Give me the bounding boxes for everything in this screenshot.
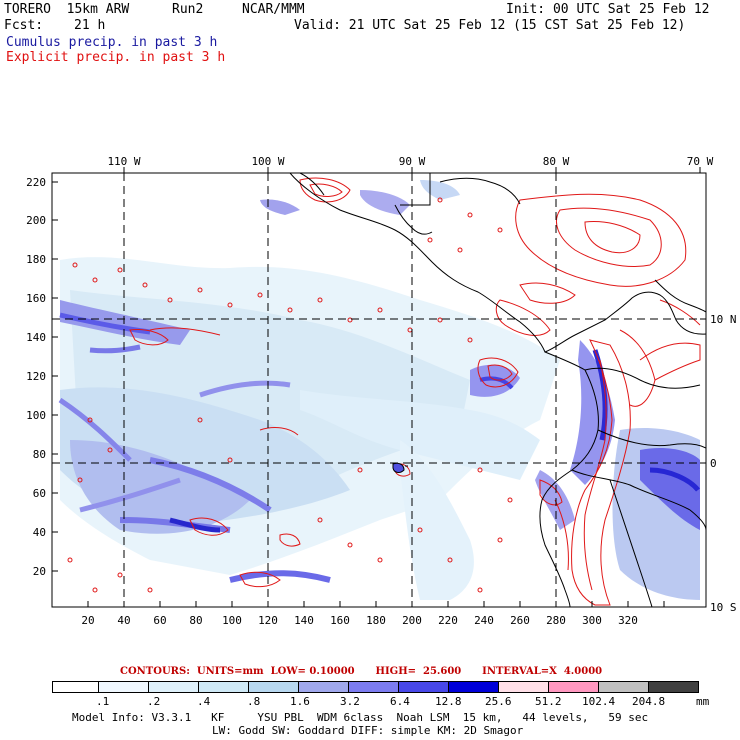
cumulus-precip-label: Cumulus precip. in past 3 h: [6, 35, 218, 50]
legend-label-2: .4: [197, 695, 211, 708]
contour-specks: [67, 197, 513, 593]
legend-label-11: 204.8: [632, 695, 666, 708]
y-tick-marks: [52, 181, 706, 608]
x-tick-240: 240: [474, 614, 494, 627]
lon-label-80w: 80 W: [543, 155, 570, 168]
model-title: TORERO 15km ARW: [4, 2, 130, 17]
y-tick-220: 220: [26, 176, 46, 189]
legend-swatch-9: [498, 681, 549, 693]
y-tick-60: 60: [33, 487, 46, 500]
explicit-precip-label: Explicit precip. in past 3 h: [6, 50, 226, 65]
x-tick-100: 100: [222, 614, 242, 627]
init-time: Init: 00 UTC Sat 25 Feb 12: [506, 2, 710, 17]
legend-label-4: 1.6: [290, 695, 310, 708]
legend-swatch-8: [448, 681, 499, 693]
legend-label-9: 51.2: [535, 695, 562, 708]
legend-unit: mm: [696, 695, 710, 708]
legend-swatch-11: [598, 681, 649, 693]
x-tick-marks: [87, 167, 701, 607]
y-tick-160: 160: [26, 292, 46, 305]
x-tick-120: 120: [258, 614, 278, 627]
legend-swatch-2: [148, 681, 199, 693]
legend-swatch-1: [98, 681, 149, 693]
cumulus-precip-shading: [58, 180, 700, 600]
legend-label-6: 6.4: [390, 695, 410, 708]
lon-label-100w: 100 W: [251, 155, 284, 168]
lon-label-110w: 110 W: [107, 155, 140, 168]
forecast-hours: 21 h: [74, 18, 106, 33]
legend-label-3: .8: [247, 695, 261, 708]
x-tick-60: 60: [153, 614, 166, 627]
precip-map: 110 W 100 W 90 W 80 W 70 W 10 N 0 10 S 2…: [26, 155, 737, 627]
model-info: Model Info: V3.3.1 KF YSU PBL WDM 6class…: [72, 711, 649, 724]
y-tick-120: 120: [26, 370, 46, 383]
x-tick-320: 320: [618, 614, 638, 627]
legend-label-0: .1: [96, 695, 110, 708]
y-tick-80: 80: [33, 448, 46, 461]
x-tick-220: 220: [438, 614, 458, 627]
lat-lon-grid: [52, 173, 706, 607]
legend-swatch-3: [198, 681, 249, 693]
x-tick-200: 200: [402, 614, 422, 627]
legend-swatch-6: [348, 681, 399, 693]
x-tick-160: 160: [330, 614, 350, 627]
y-tick-100: 100: [26, 409, 46, 422]
legend-swatch-12: [648, 681, 699, 693]
x-tick-40: 40: [117, 614, 130, 627]
physics-info: LW: Godd SW: Goddard DIFF: simple KM: 2D…: [212, 724, 524, 737]
map-frame: [51, 172, 707, 608]
lat-label-10n: 10 N: [710, 313, 737, 326]
x-tick-280: 280: [546, 614, 566, 627]
lon-label-90w: 90 W: [399, 155, 426, 168]
y-tick-140: 140: [26, 331, 46, 344]
lat-label-10s: 10 S: [710, 601, 737, 614]
legend-swatch-4: [248, 681, 299, 693]
x-tick-300: 300: [582, 614, 602, 627]
y-tick-200: 200: [26, 214, 46, 227]
legend-label-7: 12.8: [435, 695, 462, 708]
valid-time: Valid: 21 UTC Sat 25 Feb 12 (15 CST Sat …: [294, 18, 686, 33]
explicit-precip-contours: [129, 177, 701, 606]
y-tick-20: 20: [33, 565, 46, 578]
lat-label-0: 0: [710, 457, 717, 470]
coastlines: [289, 173, 706, 607]
x-tick-20: 20: [81, 614, 94, 627]
legend-label-1: .2: [147, 695, 161, 708]
y-tick-180: 180: [26, 253, 46, 266]
legend-label-8: 25.6: [485, 695, 512, 708]
legend-swatch-10: [548, 681, 599, 693]
legend-swatch-0: [52, 681, 99, 693]
x-tick-140: 140: [294, 614, 314, 627]
legend-label-10: 102.4: [582, 695, 616, 708]
contours-info: CONTOURS: UNITS=mm LOW= 0.10000 HIGH= 25…: [120, 666, 603, 677]
x-tick-260: 260: [510, 614, 530, 627]
org-label: NCAR/MMM: [242, 2, 305, 17]
x-tick-180: 180: [366, 614, 386, 627]
lon-label-70w: 70 W: [687, 155, 714, 168]
legend-colorbar: [52, 681, 702, 693]
legend-swatch-5: [298, 681, 349, 693]
y-tick-40: 40: [33, 526, 46, 539]
legend-label-5: 3.2: [340, 695, 360, 708]
forecast-label: Fcst:: [4, 18, 44, 33]
run-label: Run2: [172, 2, 204, 17]
legend-swatch-7: [398, 681, 449, 693]
x-tick-80: 80: [189, 614, 202, 627]
